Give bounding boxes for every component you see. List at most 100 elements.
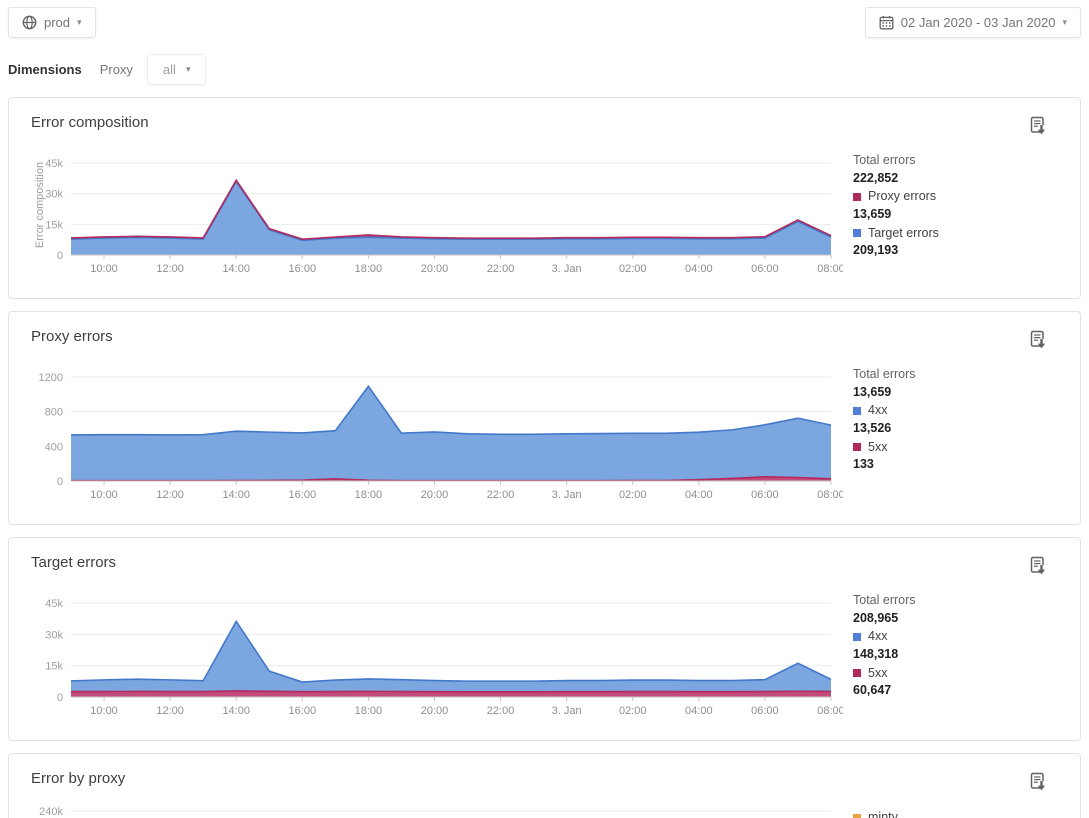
svg-text:14:00: 14:00: [222, 263, 250, 275]
svg-text:Error composition: Error composition: [34, 162, 46, 248]
svg-text:16:00: 16:00: [289, 263, 317, 275]
svg-text:18:00: 18:00: [355, 489, 383, 501]
chevron-down-icon: ▾: [1062, 17, 1067, 27]
dimensions-bar: Dimensions Proxy all ▾: [0, 38, 1089, 97]
legend-item: 4xx: [853, 629, 1058, 645]
error-by-proxy-stats: minty: [853, 801, 1058, 818]
svg-text:12:00: 12:00: [156, 705, 184, 717]
proxy-filter-select[interactable]: all ▾: [146, 54, 207, 85]
svg-text:800: 800: [45, 407, 63, 419]
stats-title: Total errors: [853, 367, 916, 381]
svg-text:3. Jan: 3. Jan: [552, 489, 582, 501]
target-errors-stats: Total errors 208,965 4xx 148,318 5xx 60,…: [853, 585, 1058, 730]
stats-total: 222,852: [853, 170, 899, 185]
svg-text:16:00: 16:00: [289, 489, 317, 501]
svg-text:20:00: 20:00: [421, 263, 449, 275]
legend-item-label: minty: [868, 810, 898, 818]
error-by-proxy-chart[interactable]: 240k: [31, 801, 853, 818]
legend-item: 4xx: [853, 403, 1058, 419]
svg-text:10:00: 10:00: [90, 489, 118, 501]
minty-swatch: [853, 813, 861, 818]
stats-total: 208,965: [853, 610, 899, 625]
4xx-swatch: [853, 633, 861, 642]
proxy-filter-value: all: [162, 62, 176, 77]
legend-item: Proxy errors: [853, 189, 1058, 205]
svg-text:15k: 15k: [45, 661, 63, 673]
dimensions-label: Dimensions: [8, 62, 82, 77]
legend-item-label: Target errors: [868, 225, 939, 240]
date-range-label: 02 Jan 2020 - 03 Jan 2020: [900, 15, 1056, 30]
svg-text:0: 0: [57, 692, 63, 704]
environment-selector[interactable]: prod ▾: [8, 7, 96, 38]
5xx-swatch: [853, 669, 861, 678]
legend-item-label: Proxy errors: [868, 189, 937, 204]
error-composition-chart[interactable]: 0 15k 30k 45k 10:00 12:00 14:00 16:00 18:00 20:00…: [31, 145, 853, 288]
svg-text:20:00: 20:00: [421, 489, 449, 501]
calendar-icon: [879, 15, 894, 30]
svg-text:02:00: 02:00: [619, 705, 647, 717]
page-title: Error composition: [31, 114, 149, 131]
svg-text:06:00: 06:00: [751, 263, 779, 275]
card-title: Target errors: [31, 554, 117, 571]
svg-text:02:00: 02:00: [619, 263, 647, 275]
target-errors-chart[interactable]: 0 15k 30k 45k 10:00 12:00 14:00 16:00 18:00 20:00…: [31, 585, 853, 730]
svg-text:02:00: 02:00: [619, 489, 647, 501]
svg-text:3. Jan: 3. Jan: [552, 263, 582, 275]
stats-title: Total errors: [853, 593, 916, 607]
svg-text:12:00: 12:00: [156, 263, 184, 275]
download-report-button[interactable]: [1028, 328, 1050, 355]
legend-item: minty: [853, 810, 1058, 818]
globe-icon: [22, 15, 37, 30]
card-error-by-proxy: Error by proxy 240k minty: [8, 753, 1081, 818]
card-title: Proxy errors: [31, 328, 113, 345]
svg-text:30k: 30k: [45, 189, 63, 201]
top-toolbar: prod ▾ 02 Jan 2020 - 03 Jan 2020 ▾: [0, 0, 1089, 38]
stats-total: 13,659: [853, 384, 892, 399]
card-error-composition: Error composition 0 15k 30k 45k 10:00 12:00 14…: [8, 97, 1081, 299]
stats-title: Total errors: [853, 153, 916, 167]
download-report-icon: [1030, 772, 1046, 791]
svg-text:240k: 240k: [39, 806, 63, 818]
card-target-errors: Target errors 0 15k 30k 45k 10:00 12:00 14:00 1…: [8, 537, 1081, 741]
svg-text:10:00: 10:00: [90, 263, 118, 275]
download-report-button[interactable]: [1028, 770, 1050, 797]
legend-item-value: 209,193: [853, 243, 899, 258]
svg-text:400: 400: [45, 441, 63, 453]
error-composition-stats: Total errors 222,852 Proxy errors 13,659…: [853, 145, 1058, 288]
download-report-icon: [1030, 116, 1046, 135]
legend-item-value: 133: [853, 457, 874, 472]
legend-item: Target errors: [853, 226, 1058, 242]
svg-text:10:00: 10:00: [90, 705, 118, 717]
svg-text:16:00: 16:00: [289, 705, 317, 717]
legend-item-label: 4xx: [868, 403, 888, 418]
svg-text:04:00: 04:00: [685, 705, 713, 717]
svg-text:12:00: 12:00: [156, 489, 184, 501]
svg-text:06:00: 06:00: [751, 705, 779, 717]
environment-label: prod: [44, 15, 71, 30]
download-report-button[interactable]: [1028, 554, 1050, 581]
4xx-swatch: [853, 407, 861, 416]
svg-text:22:00: 22:00: [487, 263, 515, 275]
svg-text:22:00: 22:00: [487, 705, 515, 717]
svg-text:1200: 1200: [39, 372, 63, 384]
proxy-errors-chart[interactable]: 0 400 800 1200 10:00 12:00 14:00 16:00 18:00 20:0…: [31, 359, 853, 514]
5xx-swatch: [853, 443, 861, 452]
download-report-button[interactable]: [1028, 114, 1050, 141]
legend-item: 5xx: [853, 666, 1058, 682]
svg-text:3. Jan: 3. Jan: [552, 705, 582, 717]
legend-item-label: 5xx: [868, 665, 888, 680]
proxy-filter-label: Proxy: [99, 62, 133, 77]
legend-item: 5xx: [853, 440, 1058, 456]
svg-text:14:00: 14:00: [222, 705, 250, 717]
legend-item-label: 4xx: [868, 629, 888, 644]
download-report-icon: [1030, 556, 1046, 575]
svg-text:30k: 30k: [45, 629, 63, 641]
svg-text:22:00: 22:00: [487, 489, 515, 501]
date-range-selector[interactable]: 02 Jan 2020 - 03 Jan 2020 ▾: [864, 7, 1081, 38]
card-proxy-errors: Proxy errors 0 400 800 1200 10:00 12:00 14:00 1…: [8, 311, 1081, 525]
proxy-errors-stats: Total errors 13,659 4xx 13,526 5xx 133: [853, 359, 1058, 514]
svg-text:08:00: 08:00: [817, 705, 843, 717]
svg-text:0: 0: [57, 476, 63, 488]
legend-item-value: 13,659: [853, 206, 892, 221]
svg-text:20:00: 20:00: [421, 705, 449, 717]
